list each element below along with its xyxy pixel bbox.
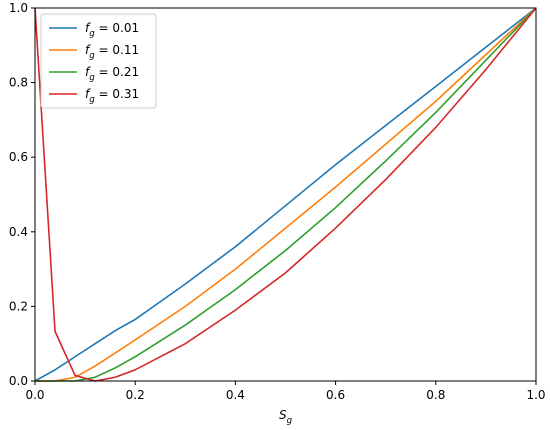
y-tick-label: 0.2: [9, 299, 28, 313]
legend-label: fg = 0.11: [85, 43, 139, 61]
y-tick-label: 0.8: [9, 76, 28, 90]
series-line: [35, 7, 537, 382]
plot-frame: [34, 7, 537, 382]
x-tick-label: 1.0: [526, 388, 545, 402]
series-line: [34, 7, 537, 382]
y-tick-label: 1.0: [9, 1, 28, 15]
legend-label: fg = 0.21: [85, 65, 139, 83]
x-tick-label: 0.2: [126, 388, 145, 402]
legend-label: fg = 0.01: [85, 21, 139, 39]
x-axis-label: Sg: [279, 408, 293, 426]
x-tick-label: 0.0: [25, 388, 44, 402]
series-line: [35, 7, 537, 382]
y-tick-label: 0.4: [9, 225, 28, 239]
y-tick-label: 0.0: [9, 374, 28, 388]
legend-label: fg = 0.31: [85, 87, 139, 105]
x-tick-label: 0.6: [326, 388, 345, 402]
series-line: [34, 7, 537, 382]
x-tick-label: 0.4: [226, 388, 245, 402]
y-tick-label: 0.6: [9, 150, 28, 164]
legend-box: [40, 13, 157, 109]
legend: fg = 0.01 fg = 0.11 fg = 0.21 fg = 0.31: [40, 13, 157, 109]
x-tick-label: 0.8: [426, 388, 445, 402]
